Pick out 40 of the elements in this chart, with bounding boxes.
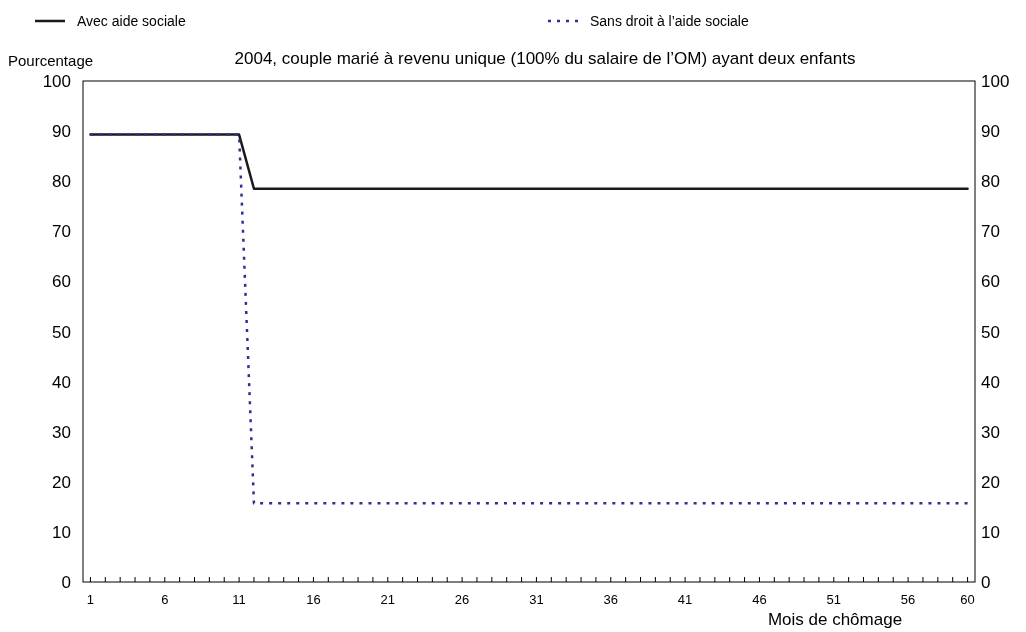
y-axis-title: Pourcentage	[8, 52, 94, 69]
y2-tick-label: 40	[981, 372, 1000, 392]
y-tick-label: 90	[52, 122, 71, 142]
x-tick-label: 6	[161, 592, 169, 607]
y2-tick-label: 90	[981, 122, 1000, 142]
y-tick-label: 80	[52, 172, 71, 192]
x-tick-label: 21	[380, 592, 395, 607]
x-tick-label: 46	[752, 592, 767, 607]
y2-tick-label: 10	[981, 522, 1000, 542]
x-tick-label: 56	[900, 592, 916, 607]
x-tick-label: 60	[960, 592, 975, 607]
y2-tick-label: 100	[981, 72, 1010, 91]
x-tick-label: 41	[677, 592, 693, 607]
y-tick-label: 20	[52, 472, 71, 492]
x-axis-title: Mois de chômage	[767, 610, 903, 629]
x-tick-label: 31	[529, 592, 544, 607]
x-tick-label: 36	[603, 592, 618, 607]
y-tick-label: 100	[42, 72, 71, 91]
legend-label: Avec aide sociale	[77, 13, 186, 29]
y-tick-label: 0	[61, 573, 71, 592]
y2-tick-label: 60	[981, 272, 1000, 292]
y2-tick-label: 20	[981, 472, 1000, 492]
y-tick-label: 50	[52, 322, 71, 342]
legend-label: Sans droit à l’aide sociale	[590, 13, 749, 29]
x-tick-label: 1	[86, 592, 95, 607]
x-tick-label: 51	[826, 592, 841, 607]
y2-tick-label: 50	[981, 322, 1000, 342]
x-tick-label: 26	[454, 592, 470, 607]
y-tick-label: 70	[52, 222, 71, 242]
y-tick-label: 60	[52, 272, 71, 292]
x-tick-label: 11	[232, 592, 246, 607]
chart-title: 2004, couple marié à revenu unique (100% du salaire de l’OM) ayant deux enfants	[234, 49, 856, 68]
y-tick-label: 30	[52, 422, 71, 442]
y2-tick-label: 0	[981, 573, 991, 592]
y2-tick-label: 30	[981, 422, 1000, 442]
x-tick-label: 16	[306, 592, 321, 607]
y2-tick-label: 80	[981, 172, 1000, 192]
y-tick-label: 40	[52, 372, 71, 392]
y2-tick-label: 70	[981, 222, 1000, 242]
y-tick-label: 10	[52, 522, 71, 542]
